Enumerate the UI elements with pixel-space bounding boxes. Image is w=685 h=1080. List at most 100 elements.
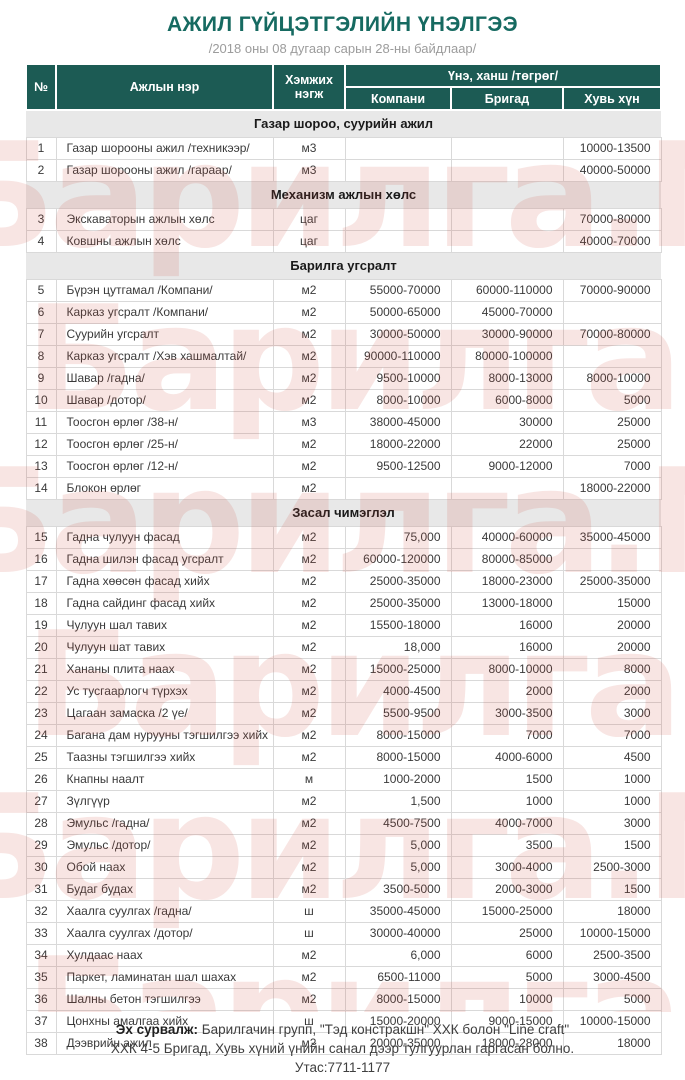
work-name: Ус тусгаарлогч түрхэх [55,680,274,703]
row-no: 13 [25,455,57,478]
unit: м2 [272,812,346,835]
work-name: Газар шорооны ажил /техникээр/ [55,137,274,160]
unit: м2 [272,856,346,879]
price-individual: 10000-15000 [562,922,662,945]
footer: Эх сурвалж: Барилгачин групп, "Тэд конст… [0,1020,685,1077]
work-name: Карказ угсралт /Хэв хашмалтай/ [55,345,274,368]
section-header-row: Газар шороо, суурийн ажил [26,109,662,138]
col-header-brigade: Бригад [450,86,564,111]
price-brigade: 30000 [450,411,564,434]
price-individual: 3000 [562,702,662,725]
work-name: Гадна сайдинг фасад хийх [55,592,274,615]
price-brigade: 16000 [450,614,564,637]
price-company: 38000-45000 [344,411,452,434]
price-individual: 18000 [562,1032,662,1055]
price-company: 6500-11000 [344,966,452,989]
price-individual: 7000 [562,724,662,747]
table-row: 15 Гадна чулуун фасад м2 75,000 40000-60000 3… [25,526,662,549]
footer-line-2: ХХК 4-5 Бригад, Хувь хүний үнийн санал д… [110,1041,575,1056]
price-brigade: 6000 [450,944,564,967]
price-brigade: 15000-25000 [450,900,564,923]
work-name: Цагаан замаска /2 үе/ [55,702,274,725]
price-brigade: 80000-85000 [450,548,564,571]
unit: м3 [272,159,346,182]
work-name: Эмульс /гадна/ [55,812,274,835]
row-no: 10 [25,389,57,412]
unit: м2 [272,455,346,478]
price-brigade: 40000-60000 [450,526,564,549]
price-brigade: 60000-110000 [450,279,564,302]
price-brigade: 10000 [450,988,564,1011]
price-individual: 1000 [562,768,662,791]
header-row-1: № Ажлын нэр Хэмжих нэгж Үнэ, ханш /төгрө… [25,63,663,111]
section-title: Механизм ажлын хөлс [26,181,662,209]
section-title: Засал чимэглэл [26,499,662,527]
price-company [344,230,452,253]
price-company: 3500-5000 [344,878,452,901]
work-name: Паркет, ламинатан шал шахах [55,966,274,989]
price-individual: 1500 [562,878,662,901]
price-company: 18000-22000 [344,433,452,456]
price-brigade [450,208,564,231]
table-row: 3 Экскаваторын ажлын хөлс цаг 70000-80000 [25,208,662,231]
price-individual: 20000 [562,614,662,637]
row-no: 2 [25,159,57,182]
unit: м2 [272,944,346,967]
price-company: 15500-18000 [344,614,452,637]
price-brigade [450,230,564,253]
col-header-unit: Хэмжих нэгж [272,63,346,111]
col-header-company: Компани [344,86,452,111]
row-no: 8 [25,345,57,368]
table-row: 22 Ус тусгаарлогч түрхэх м2 4000-4500 2000 20… [25,680,662,703]
unit: цаг [272,208,346,231]
price-individual: 20000 [562,636,662,659]
price-company [344,477,452,500]
price-brigade: 30000-90000 [450,323,564,346]
price-individual: 25000 [562,433,662,456]
row-no: 15 [25,526,57,549]
work-name: Гадна чулуун фасад [55,526,274,549]
table-row: 32 Хаалга суулгах /гадна/ш 35000-45000 1500… [25,900,662,923]
work-name: Багана дам нурууны тэгшилгээ хийх [55,724,274,747]
footer-source-label: Эх сурвалж: [115,1022,198,1037]
unit: м2 [272,1032,346,1055]
price-individual: 7000 [562,455,662,478]
col-header-name: Ажлын нэр [55,63,274,111]
work-name: Карказ угсралт /Компани/ [55,301,274,324]
price-brigade: 8000-10000 [450,658,564,681]
row-no: 33 [25,922,57,945]
row-no: 28 [25,812,57,835]
price-company [344,137,452,160]
table-row: 7 Суурийн угсралт м2 30000-50000 30000-90000… [25,323,662,346]
work-name: Гадна шилэн фасад угсралт [55,548,274,571]
price-brigade: 18000-28000 [450,1032,564,1055]
work-name: Зүлгүүр [55,790,274,813]
price-company: 60000-120000 [344,548,452,571]
unit: м2 [272,658,346,681]
row-no: 5 [25,279,57,302]
work-name: Ковшны ажлын хөлс [55,230,274,253]
work-name: Блокон өрлөг [55,477,274,500]
price-company: 8000-15000 [344,746,452,769]
table-row: 20 Чулуун шат тавих м2 18,000 16000 20000 [25,636,662,659]
price-company: 8000-15000 [344,724,452,747]
work-name: Хулдаас наах [55,944,274,967]
unit: м2 [272,323,346,346]
work-name: Чулуун шал тавих [55,614,274,637]
price-company: 8000-15000 [344,988,452,1011]
page-subtitle: /2018 оны 08 дугаар сарын 28-ны байдлаар… [208,41,477,56]
price-brigade: 2000-3000 [450,878,564,901]
row-no: 20 [25,636,57,659]
unit: м2 [272,433,346,456]
price-individual: 5000 [562,389,662,412]
price-brigade: 4000-7000 [450,812,564,835]
price-brigade: 3000-4000 [450,856,564,879]
row-no: 22 [25,680,57,703]
row-no: 34 [25,944,57,967]
table-row: 10 Шавар /дотор/м2 8000-10000 6000-8000 5000 [25,389,662,412]
price-brigade [450,137,564,160]
row-no: 17 [25,570,57,593]
price-company: 4500-7500 [344,812,452,835]
row-no: 38 [25,1032,57,1055]
price-table: № Ажлын нэр Хэмжих нэгж Үнэ, ханш /төгрө… [25,63,663,1055]
